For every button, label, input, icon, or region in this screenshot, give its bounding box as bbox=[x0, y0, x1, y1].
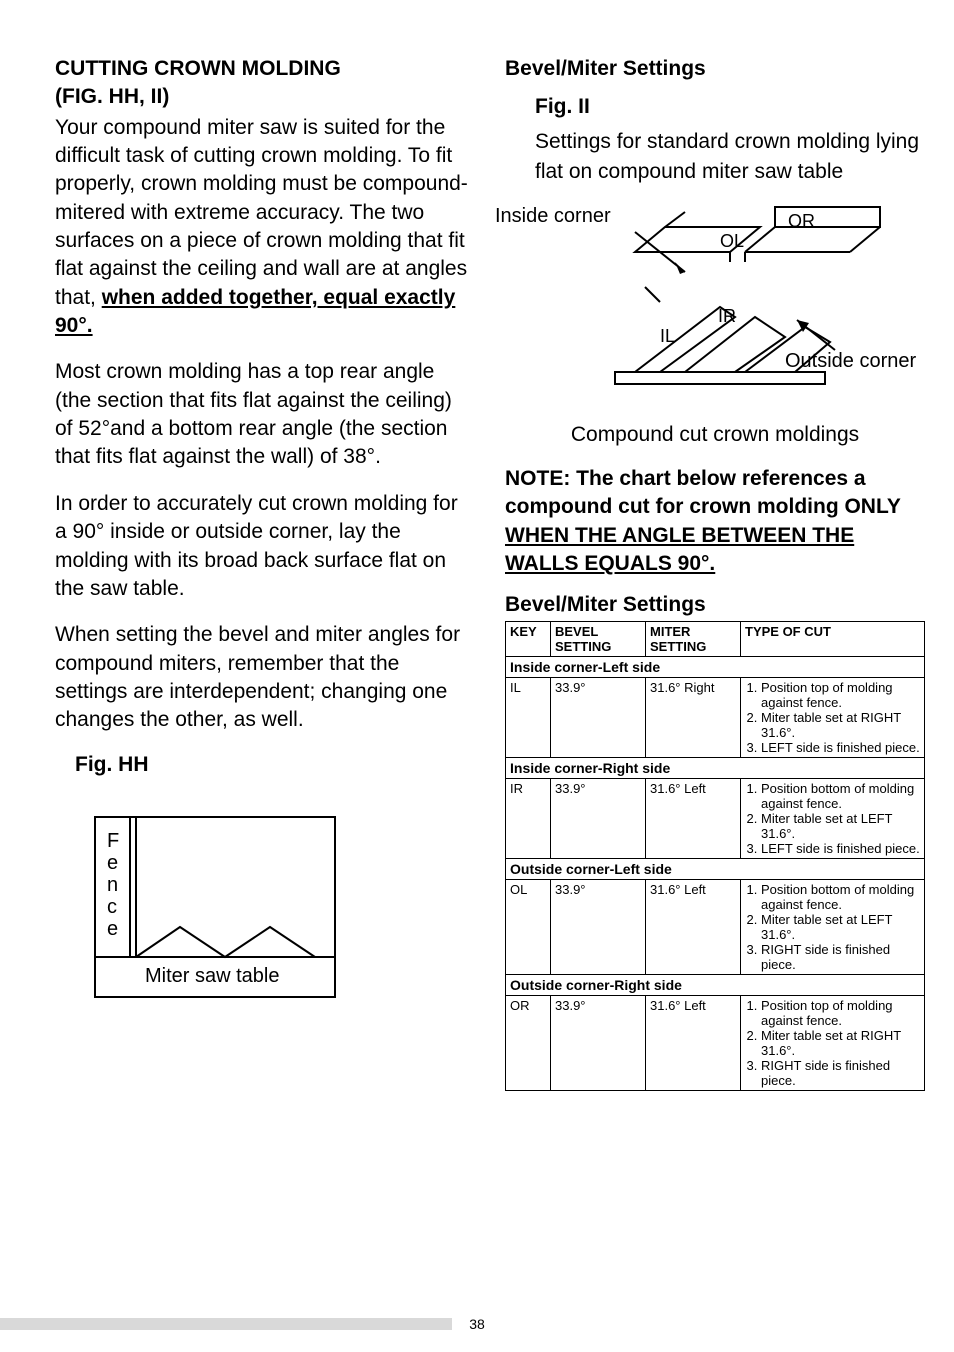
page-number: 38 bbox=[452, 1316, 502, 1332]
svg-text:Outside corner: Outside corner bbox=[785, 350, 917, 372]
table-section-row: Outside corner-Left side bbox=[506, 858, 925, 879]
th-miter: MITER SETTING bbox=[646, 621, 741, 656]
fig-ii-diagram: Inside corner OR OL IR IL Outside corner bbox=[485, 192, 925, 417]
para-4: When setting the bevel and miter angles … bbox=[55, 621, 475, 734]
page: CUTTING CROWN MOLDING (FIG. HH, II) Your… bbox=[0, 0, 954, 1352]
para-3: In order to accurately cut crown molding… bbox=[55, 490, 475, 603]
fig-hh-diagram: F e n c e Miter saw table bbox=[85, 807, 475, 1007]
svg-text:e: e bbox=[107, 852, 118, 874]
right-column: Bevel/Miter Settings Fig. II Settings fo… bbox=[505, 55, 925, 1091]
th-bevel: BEVEL SETTING bbox=[551, 621, 646, 656]
right-heading: Bevel/Miter Settings bbox=[505, 55, 925, 83]
th-key: KEY bbox=[506, 621, 551, 656]
para-2: Most crown molding has a top rear angle … bbox=[55, 358, 475, 471]
footer: 38 bbox=[0, 1316, 954, 1332]
table-row: OR33.9°31.6° LeftPosition top of molding… bbox=[506, 995, 925, 1090]
note-text: NOTE: The chart below references a compo… bbox=[505, 465, 925, 578]
heading-cutting: CUTTING CROWN MOLDING (FIG. HH, II) bbox=[55, 55, 475, 112]
table-title: Bevel/Miter Settings bbox=[505, 593, 925, 617]
footer-bar-left bbox=[0, 1318, 452, 1330]
table-header-row: KEY BEVEL SETTING MITER SETTING TYPE OF … bbox=[506, 621, 925, 656]
note-bold: WHEN THE ANGLE BETWEEN THE WALLS EQUALS … bbox=[505, 524, 854, 575]
svg-text:OL: OL bbox=[720, 231, 744, 251]
left-column: CUTTING CROWN MOLDING (FIG. HH, II) Your… bbox=[55, 55, 475, 1091]
svg-text:c: c bbox=[107, 896, 117, 918]
table-section-row: Outside corner-Right side bbox=[506, 974, 925, 995]
fig-hh-label: Fig. HH bbox=[75, 753, 475, 777]
table-row: IR33.9°31.6° LeftPosition bottom of mold… bbox=[506, 778, 925, 858]
note-pre: NOTE: The chart below references a compo… bbox=[505, 467, 901, 518]
heading-line1: CUTTING CROWN MOLDING bbox=[55, 57, 341, 80]
table-body: Inside corner-Left sideIL33.9°31.6° Righ… bbox=[506, 656, 925, 1090]
table-row: IL33.9°31.6° RightPosition top of moldin… bbox=[506, 677, 925, 757]
columns: CUTTING CROWN MOLDING (FIG. HH, II) Your… bbox=[55, 55, 909, 1091]
svg-text:Inside corner: Inside corner bbox=[495, 205, 611, 227]
para1-pre: Your compound miter saw is suited for th… bbox=[55, 116, 468, 309]
svg-text:e: e bbox=[107, 918, 118, 940]
settings-table: KEY BEVEL SETTING MITER SETTING TYPE OF … bbox=[505, 621, 925, 1091]
svg-text:n: n bbox=[107, 874, 118, 896]
fig-ii-label: Fig. II bbox=[535, 95, 925, 119]
table-section-row: Inside corner-Right side bbox=[506, 757, 925, 778]
para1-bold: when added together, equal exactly 90°. bbox=[55, 286, 455, 337]
para-1: Your compound miter saw is suited for th… bbox=[55, 114, 475, 341]
table-section-row: Inside corner-Left side bbox=[506, 656, 925, 677]
svg-text:F: F bbox=[107, 830, 119, 852]
heading-line2: (FIG. HH, II) bbox=[55, 85, 169, 108]
table-row: OL33.9°31.6° LeftPosition bottom of mold… bbox=[506, 879, 925, 974]
th-type: TYPE OF CUT bbox=[741, 621, 925, 656]
fig-ii-caption: Compound cut crown moldings bbox=[505, 423, 925, 447]
fig-hh-table-label: Miter saw table bbox=[145, 965, 280, 987]
fig-ii-desc: Settings for standard crown molding lyin… bbox=[535, 127, 925, 186]
